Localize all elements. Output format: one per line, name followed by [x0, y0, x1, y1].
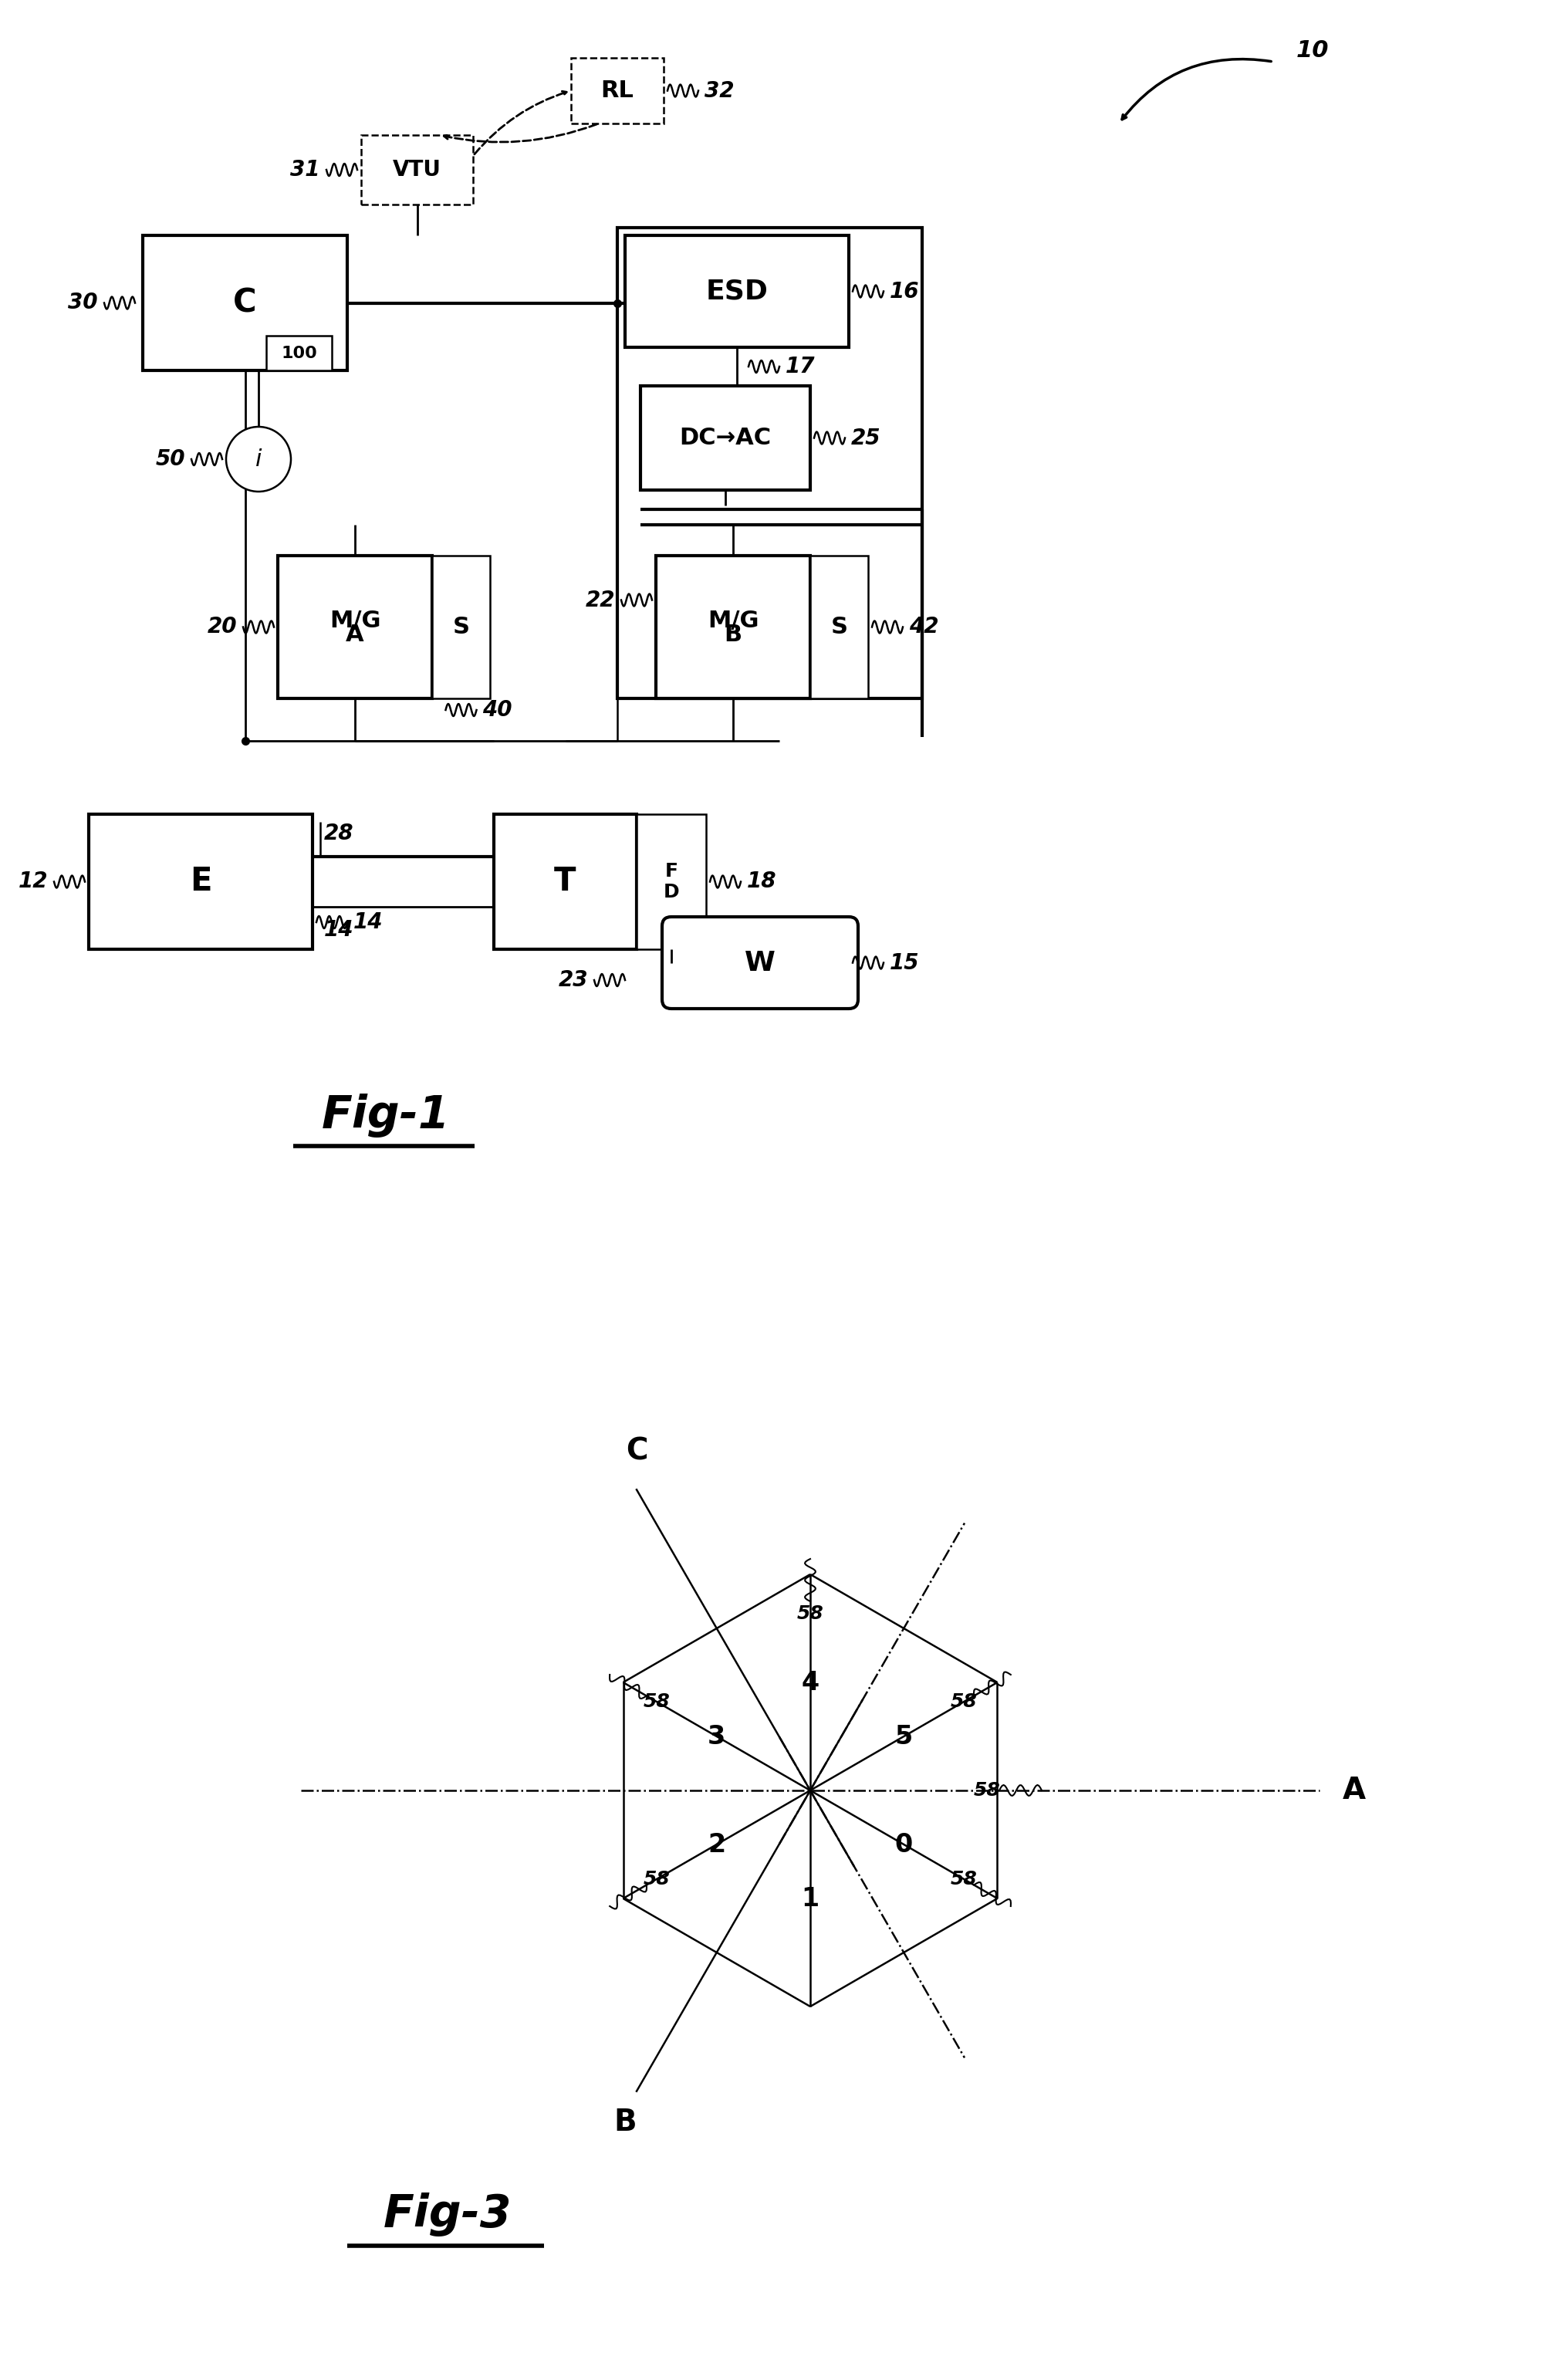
Text: ESD: ESD	[706, 277, 768, 303]
Text: M/G: M/G	[329, 609, 381, 633]
Text: Fig-1: Fig-1	[321, 1093, 450, 1138]
Bar	[267, 337, 332, 370]
Text: 22: 22	[585, 590, 615, 611]
Bar	[89, 815, 312, 950]
Text: 58: 58	[643, 1692, 670, 1711]
Text: 1: 1	[801, 1887, 818, 1910]
FancyBboxPatch shape	[662, 917, 858, 1010]
Bar	[433, 555, 489, 699]
Text: 30: 30	[69, 292, 97, 313]
Text: 5: 5	[895, 1723, 913, 1749]
Text: 40: 40	[483, 699, 513, 720]
Text: A: A	[347, 623, 364, 647]
Bar	[571, 57, 663, 123]
Text: M/G: M/G	[707, 609, 759, 633]
Text: 3: 3	[707, 1723, 726, 1749]
Text: 58: 58	[950, 1692, 977, 1711]
Bar	[143, 235, 347, 370]
Text: 12: 12	[19, 870, 49, 893]
Text: 14: 14	[325, 920, 354, 941]
Text: VTU: VTU	[394, 159, 441, 180]
Text: 0: 0	[895, 1832, 913, 1858]
Bar	[618, 228, 922, 699]
Text: B: B	[724, 623, 742, 647]
Text: 20: 20	[207, 616, 237, 638]
Text: E: E	[190, 865, 212, 898]
Text: 23: 23	[558, 969, 588, 991]
Text: DC→AC: DC→AC	[679, 427, 771, 450]
Text: 14: 14	[353, 912, 383, 934]
Bar	[626, 235, 848, 348]
Text: 4: 4	[801, 1668, 818, 1695]
Text: T: T	[554, 865, 575, 898]
Text: 15: 15	[889, 953, 919, 974]
Circle shape	[226, 427, 292, 491]
Text: 31: 31	[290, 159, 320, 180]
Text: i: i	[256, 448, 262, 469]
Text: 42: 42	[909, 616, 939, 638]
Text: A: A	[1342, 1775, 1366, 1806]
Text: 100: 100	[281, 346, 317, 360]
Text: 2: 2	[707, 1832, 726, 1858]
Bar	[640, 386, 811, 491]
Text: 58: 58	[974, 1782, 1000, 1799]
Text: RL: RL	[601, 81, 633, 102]
Bar	[361, 135, 474, 204]
Bar	[655, 555, 811, 699]
Text: 58: 58	[643, 1870, 670, 1889]
Text: S: S	[453, 616, 469, 638]
Bar	[494, 815, 637, 950]
Bar	[811, 555, 869, 699]
Bar	[278, 555, 433, 699]
Text: C: C	[234, 287, 257, 320]
Text: S: S	[831, 616, 848, 638]
Text: F
D: F D	[663, 863, 679, 901]
Text: W: W	[745, 950, 776, 976]
Text: 28: 28	[325, 822, 354, 844]
Text: Fig-3: Fig-3	[383, 2192, 511, 2237]
Text: B: B	[613, 2107, 637, 2138]
Text: 32: 32	[704, 81, 734, 102]
Text: 58: 58	[797, 1604, 823, 1623]
Text: 58: 58	[950, 1870, 977, 1889]
Bar	[637, 815, 706, 950]
Text: 25: 25	[851, 427, 881, 448]
Text: 18: 18	[746, 870, 776, 893]
Text: 16: 16	[889, 280, 919, 301]
Text: 10: 10	[1297, 38, 1330, 62]
Text: 50: 50	[155, 448, 185, 469]
Text: 17: 17	[786, 355, 815, 377]
Text: C: C	[626, 1436, 648, 1465]
